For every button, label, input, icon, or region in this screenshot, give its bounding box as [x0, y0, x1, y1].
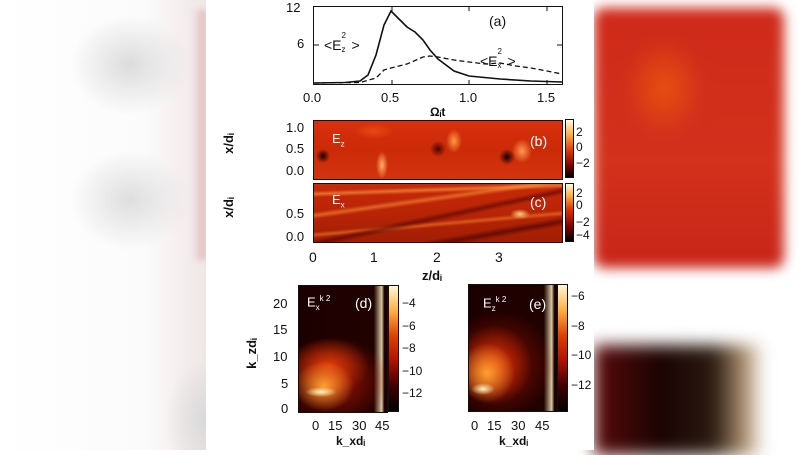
blurred-background-right [594, 0, 800, 455]
panel-d-field-sup: k 2 [319, 294, 331, 303]
panel-a-plot: (a) <E 2 z > <E 2 x > [313, 6, 563, 85]
legend-ex2-text: <E [480, 53, 498, 69]
panel-c-tag: (c) [530, 194, 547, 210]
panel-d-heatmap: Exk 2 (d) [298, 285, 388, 413]
panel-e-field-sub: z [491, 303, 496, 313]
blurred-edge [192, 10, 206, 260]
legend-ex2-sup: 2 [497, 47, 502, 56]
panel-b-cbar-tick-2: 2 [576, 125, 583, 139]
panel-b-tag: (b) [530, 133, 548, 149]
legend-ez2-sub: z [341, 45, 346, 54]
panel-d-cbar-tick-neg10: −10 [402, 364, 423, 378]
panel-b-heatmap: Ez (b) [313, 120, 563, 180]
legend-ez2-text: <E [324, 37, 342, 53]
panel-c-cbar-tick-neg2: −2 [576, 215, 590, 229]
legend-ez2-close: > [351, 37, 360, 53]
legend-ez2: <E 2 z > [324, 31, 360, 54]
panel-e-colorbar [557, 284, 568, 412]
panel-e-xtick-0: 0 [471, 418, 479, 433]
panel-e-cbar-tick-neg10: −10 [571, 348, 592, 362]
panel-a-tag: (a) [489, 13, 507, 29]
panel-c-colorbar [565, 183, 574, 242]
panel-c-xtick-1: 1 [370, 249, 378, 265]
panel-c-cbar-tick-0: 0 [576, 198, 583, 212]
panel-c-ytick-0-5: 0.5 [286, 206, 305, 221]
panel-e-cbar-tick-neg6: −6 [571, 289, 585, 303]
panel-e-xtick-30: 30 [511, 418, 526, 433]
panel-d-field-sub: x [315, 302, 320, 312]
panel-d-xtick-0: 0 [312, 418, 320, 433]
panel-c-xtick-2: 2 [433, 249, 441, 265]
panel-d-xtick-30: 30 [352, 418, 367, 433]
panel-a-xtick-0-5: 0.5 [381, 90, 400, 105]
panel-d-field-label: Exk 2 [307, 294, 330, 312]
panel-b-field-sub: z [340, 139, 345, 149]
panel-c-cbar-tick-neg4: −4 [576, 228, 590, 242]
panel-e-tag: (e) [529, 296, 547, 312]
panel-b-field-E: E [332, 131, 341, 146]
panel-b-cbar-tick-neg2: −2 [576, 156, 590, 170]
panel-a-xtick-0: 0.0 [303, 90, 322, 105]
left-margin-marker [0, 0, 230, 450]
panel-d-ylabel: k_zdᵢ [243, 338, 259, 369]
panel-a-lines [314, 7, 562, 84]
panel-b-ytick-0-5: 0.5 [286, 141, 305, 156]
legend-ex2-close: > [507, 53, 516, 69]
panel-e-field-label: Ezk 2 [483, 295, 506, 313]
panel-d-cbar-tick-neg8: −8 [402, 341, 416, 355]
legend-ez2-sup: 2 [341, 31, 346, 40]
figure: 12 6 (a) <E 2 z > <E 2 x > 0.0 0.5 1.0 1.5 Ωᵢt… [206, 0, 594, 450]
panel-e-heatmap: Ezk 2 (e) [468, 284, 558, 412]
panel-d-cbar-tick-neg6: −6 [402, 319, 416, 333]
panel-c-field-E: E [332, 192, 341, 207]
panel-d-ytick-5: 5 [281, 376, 289, 391]
panel-c-field-sub: x [340, 200, 345, 210]
panel-b-cbar-tick-0: 0 [576, 140, 583, 154]
panel-a-xtick-1-5: 1.5 [537, 90, 556, 105]
panel-a-ytick-12: 12 [286, 0, 301, 15]
blurred-red-region [594, 8, 784, 268]
panel-e-field-E: E [483, 295, 492, 311]
panel-b-field-label: Ez [332, 131, 345, 149]
panel-c-heatmap: Ex (c) [313, 183, 563, 243]
panel-c-ytick-0: 0.0 [286, 229, 305, 244]
panel-c-ylabel: x/dᵢ [220, 197, 236, 218]
panel-d-xlabel: k_xdᵢ [336, 434, 366, 448]
panel-a-xlabel: Ωᵢt [430, 105, 446, 119]
panel-c-xlabel: z/dᵢ [422, 268, 442, 283]
panel-e-xlabel: k_xdᵢ [499, 434, 529, 448]
panel-c-cbar-tick-2: 2 [576, 186, 583, 200]
panel-d-ytick-10: 10 [273, 349, 288, 364]
panel-c-xtick-3: 3 [495, 249, 503, 265]
panel-c-field-label: Ex [332, 192, 345, 210]
panel-d-colorbar [388, 285, 399, 412]
panel-d-field-E: E [307, 294, 316, 310]
panel-e-cbar-tick-neg12: −12 [571, 378, 592, 392]
panel-d-xtick-45: 45 [375, 418, 390, 433]
panel-e-field-sup: k 2 [495, 295, 507, 304]
legend-ex2: <E 2 x > [480, 47, 516, 70]
panel-e-xtick-15: 15 [487, 418, 502, 433]
panel-d-cbar-tick-neg4: −4 [402, 296, 416, 310]
legend-ex2-sub: x [497, 61, 502, 70]
panel-d-ytick-15: 15 [273, 322, 288, 337]
panel-b-ylabel: x/dᵢ [220, 133, 236, 154]
panel-d-tag: (d) [355, 295, 373, 311]
panel-e-xtick-45: 45 [535, 418, 550, 433]
panel-b-colorbar [565, 119, 574, 178]
panel-c-xtick-0: 0 [309, 249, 317, 265]
blurred-dark-region [594, 345, 764, 455]
panel-a-ytick-6: 6 [297, 36, 305, 51]
blurred-background-left [0, 0, 206, 450]
panel-b-ytick-0: 0.0 [286, 163, 305, 178]
panel-e-cbar-tick-neg8: −8 [571, 319, 585, 333]
panel-d-ytick-20: 20 [273, 296, 288, 311]
panel-d-ytick-0: 0 [281, 401, 289, 416]
panel-d-xtick-15: 15 [328, 418, 343, 433]
panel-d-cbar-tick-neg12: −12 [402, 386, 423, 400]
panel-a-xtick-1: 1.0 [459, 90, 478, 105]
panel-b-ytick-1: 1.0 [286, 120, 305, 135]
